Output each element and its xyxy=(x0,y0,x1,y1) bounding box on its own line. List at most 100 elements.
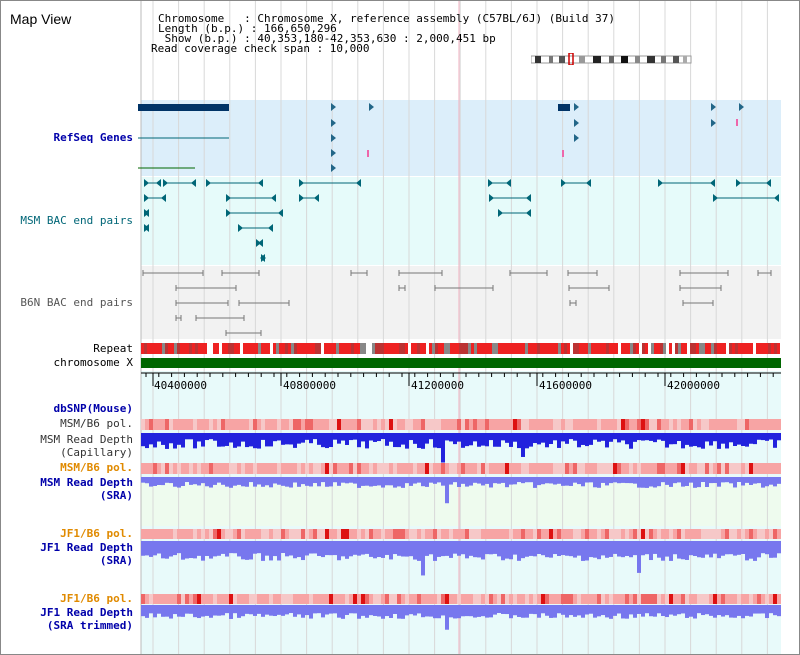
depth-bin xyxy=(765,433,769,441)
polymorphism-bin xyxy=(153,419,157,430)
repeat-segment xyxy=(375,343,378,354)
repeat-segment xyxy=(330,343,333,354)
polymorphism-bin xyxy=(493,594,497,604)
polymorphism-bin xyxy=(289,419,293,430)
polymorphism-bin xyxy=(553,594,557,604)
depth-bin xyxy=(337,477,341,486)
polymorphism-bin xyxy=(333,529,337,539)
depth-bin xyxy=(217,541,221,556)
depth-bin xyxy=(765,541,769,555)
track-label-refseq[interactable]: RefSeq Genes xyxy=(53,131,133,144)
repeat-segment xyxy=(552,343,555,354)
repeat-segment xyxy=(165,343,168,354)
repeat-segment xyxy=(564,343,567,354)
depth-bin xyxy=(177,541,181,554)
polymorphism-bin xyxy=(573,463,577,474)
polymorphism-bin xyxy=(225,594,229,604)
polymorphism-bin xyxy=(501,594,505,604)
repeat-segment xyxy=(315,343,318,354)
track-label-msm-b6-pol-2[interactable]: MSM/B6 pol. xyxy=(60,461,133,474)
repeat-segment xyxy=(579,343,582,354)
track-label-msm-depth-sra-sub: (SRA) xyxy=(99,489,133,502)
bac-end xyxy=(710,179,715,187)
chromosome-ideogram[interactable] xyxy=(531,53,693,65)
depth-bin xyxy=(629,477,633,484)
bac-end xyxy=(766,179,771,187)
depth-bin xyxy=(761,477,765,488)
depth-bin xyxy=(645,605,649,614)
depth-bin xyxy=(245,477,249,487)
depth-bin xyxy=(485,477,489,484)
polymorphism-bin xyxy=(333,463,337,474)
polymorphism-bin xyxy=(249,419,253,430)
depth-bin xyxy=(145,477,149,484)
track-label-jf1-b6-pol-2[interactable]: JF1/B6 pol. xyxy=(60,592,133,605)
track-label-repeat[interactable]: Repeat xyxy=(93,342,133,355)
polymorphism-bin xyxy=(485,419,489,430)
polymorphism-bin xyxy=(205,594,209,604)
repeat-segment xyxy=(720,343,723,354)
track-label-dbsnp[interactable]: dbSNP(Mouse) xyxy=(53,402,133,415)
track-label-b6n-bac[interactable]: B6N BAC end pairs xyxy=(20,296,133,309)
polymorphism-bin xyxy=(365,529,369,539)
gene-arrow xyxy=(331,134,336,142)
track-label-jf1-depth-sra[interactable]: JF1 Read Depth xyxy=(40,541,133,554)
sra-band-bg xyxy=(141,483,781,526)
polymorphism-bin xyxy=(497,419,501,430)
depth-bin xyxy=(189,477,193,485)
polymorphism-bin xyxy=(221,529,225,539)
polymorphism-bin xyxy=(613,529,617,539)
polymorphism-bin xyxy=(357,594,361,604)
polymorphism-bin xyxy=(653,529,657,539)
depth-bin xyxy=(665,605,669,618)
polymorphism-bin xyxy=(173,594,177,604)
repeat-segment xyxy=(360,343,363,354)
track-label-msm-b6-pol-1[interactable]: MSM/B6 pol. xyxy=(60,417,133,430)
repeat-segment xyxy=(243,343,246,354)
depth-bin xyxy=(169,477,173,484)
polymorphism-bin xyxy=(617,419,621,430)
depth-bin xyxy=(381,605,385,619)
track-label-msm-bac[interactable]: MSM BAC end pairs xyxy=(20,214,133,227)
repeat-segment xyxy=(657,343,660,354)
track-label-chromosome[interactable]: chromosome X xyxy=(53,356,133,369)
polymorphism-bin xyxy=(265,594,269,604)
polymorphism-bin xyxy=(477,594,481,604)
repeat-segment xyxy=(714,343,717,354)
polymorphism-bin xyxy=(577,529,581,539)
track-label-msm-depth-capillary[interactable]: MSM Read Depth xyxy=(40,433,133,446)
repeat-segment xyxy=(336,343,339,354)
polymorphism-bin xyxy=(553,529,557,539)
repeat-segment xyxy=(651,343,654,354)
depth-bin xyxy=(349,433,353,441)
bac-end xyxy=(226,194,231,202)
depth-bin xyxy=(189,433,193,440)
polymorphism-bin xyxy=(225,463,229,474)
polymorphism-bin xyxy=(401,594,405,604)
polymorphism-bin xyxy=(361,463,365,474)
polymorphism-bin xyxy=(557,594,561,604)
polymorphism-bin xyxy=(549,529,553,539)
track-label-msm-depth-sra[interactable]: MSM Read Depth xyxy=(40,476,133,489)
depth-bin xyxy=(477,433,481,447)
depth-bin xyxy=(733,477,737,488)
track-label-jf1-depth-trimmed[interactable]: JF1 Read Depth xyxy=(40,606,133,619)
depth-bin xyxy=(321,433,325,448)
depth-bin xyxy=(697,433,701,448)
polymorphism-bin xyxy=(365,463,369,474)
depth-bin xyxy=(325,541,329,556)
depth-bin xyxy=(589,477,593,483)
repeat-segment xyxy=(156,343,159,354)
depth-bin xyxy=(717,605,721,616)
repeat-segment xyxy=(759,343,762,354)
track-label-jf1-b6-pol-1[interactable]: JF1/B6 pol. xyxy=(60,527,133,540)
depth-bin xyxy=(573,477,577,483)
polymorphism-bin xyxy=(489,529,493,539)
polymorphism-bin xyxy=(681,419,685,430)
polymorphism-bin xyxy=(249,594,253,604)
depth-bin xyxy=(169,605,173,619)
depth-bin xyxy=(545,605,549,616)
gene-arrow xyxy=(574,103,579,111)
polymorphism-bin xyxy=(201,463,205,474)
polymorphism-bin xyxy=(429,594,433,604)
